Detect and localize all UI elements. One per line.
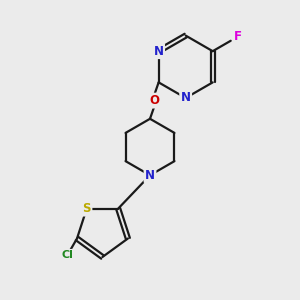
Text: F: F xyxy=(234,30,242,43)
Text: N: N xyxy=(145,169,155,182)
Text: S: S xyxy=(82,202,91,215)
Text: N: N xyxy=(154,45,164,58)
Text: N: N xyxy=(181,92,191,104)
Text: O: O xyxy=(149,94,159,107)
Text: Cl: Cl xyxy=(61,250,73,260)
